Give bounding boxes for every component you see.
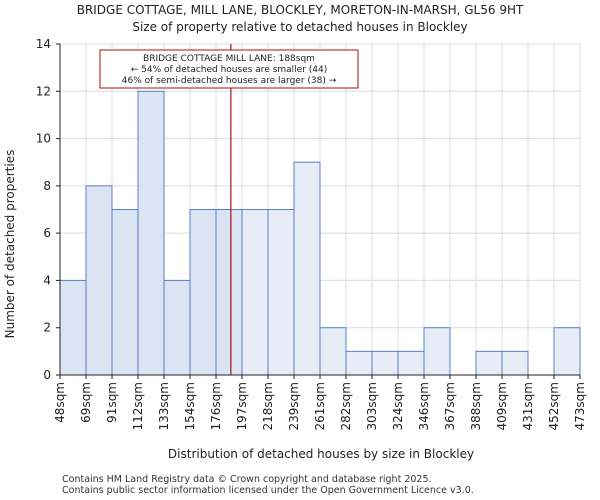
x-tick-label: 218sqm <box>261 382 275 430</box>
bar <box>553 327 581 376</box>
y-tick-label: 10 <box>36 132 51 146</box>
bars <box>59 90 581 376</box>
y-tick-label: 0 <box>43 368 51 382</box>
x-tick-label: 388sqm <box>469 382 483 430</box>
bar <box>397 350 425 376</box>
x-tick-label: 367sqm <box>443 382 457 430</box>
x-tick-label: 197sqm <box>235 382 249 430</box>
bar <box>241 209 269 376</box>
bar <box>215 209 243 376</box>
x-axis-label: Distribution of detached houses by size … <box>168 447 474 461</box>
annotation-line-3: 46% of semi-detached houses are larger (… <box>122 76 337 86</box>
y-tick-label: 12 <box>36 84 51 98</box>
bar <box>137 90 165 376</box>
x-tick-label: 112sqm <box>131 382 145 430</box>
x-tick-label: 133sqm <box>157 382 171 430</box>
y-tick-label: 4 <box>43 273 51 287</box>
bar <box>189 209 217 376</box>
x-tick-label: 452sqm <box>547 382 561 430</box>
bar <box>423 327 451 376</box>
x-tick-label: 346sqm <box>417 382 431 430</box>
bar <box>475 350 503 376</box>
y-tick-label: 8 <box>43 179 51 193</box>
x-tick-label: 176sqm <box>209 382 223 430</box>
x-tick-label: 69sqm <box>79 382 93 423</box>
x-tick-label: 48sqm <box>53 382 67 423</box>
x-tick-label: 282sqm <box>339 382 353 430</box>
bar <box>371 350 399 376</box>
bar <box>319 327 347 376</box>
annotation-line-1: BRIDGE COTTAGE MILL LANE: 188sqm <box>143 54 315 64</box>
chart-subtitle: Size of property relative to detached ho… <box>132 20 468 34</box>
bar <box>293 161 321 376</box>
y-tick-label: 14 <box>36 37 51 51</box>
annotation-box <box>99 49 359 89</box>
property-marker: BRIDGE COTTAGE MILL LANE: 188sqm← 54% of… <box>99 44 359 375</box>
x-tick-label: 409sqm <box>495 382 509 430</box>
x-ticks: 48sqm 69sqm 91sqm 112sqm 133sqm 154sqm 176sqm 1… <box>53 375 587 430</box>
x-tick-label: 431sqm <box>521 382 535 430</box>
y-tick-label: 6 <box>43 226 51 240</box>
bar <box>501 350 529 376</box>
bar <box>267 209 295 376</box>
bar <box>59 279 87 376</box>
x-tick-label: 154sqm <box>183 382 197 430</box>
annotation-line-2: ← 54% of detached houses are smaller (44… <box>131 65 328 75</box>
x-tick-label: 324sqm <box>391 382 405 430</box>
bar <box>345 350 373 376</box>
footer-line-2: Contains public sector information licen… <box>62 485 474 496</box>
bar <box>85 185 113 376</box>
footer-line-1: Contains HM Land Registry data © Crown c… <box>62 474 432 485</box>
x-tick-label: 303sqm <box>365 382 379 430</box>
bar <box>111 209 139 376</box>
x-tick-label: 239sqm <box>287 382 301 430</box>
y-axis-label: Number of detached properties <box>3 150 17 339</box>
x-tick-label: 261sqm <box>313 382 327 430</box>
y-tick-label: 2 <box>43 321 51 335</box>
chart-title: BRIDGE COTTAGE, MILL LANE, BLOCKLEY, MOR… <box>76 3 524 17</box>
x-tick-label: 91sqm <box>105 382 119 423</box>
y-ticks: 0 2 4 6 8 10 12 14 <box>36 37 60 382</box>
x-tick-label: 473sqm <box>573 382 587 430</box>
bar <box>163 279 191 376</box>
